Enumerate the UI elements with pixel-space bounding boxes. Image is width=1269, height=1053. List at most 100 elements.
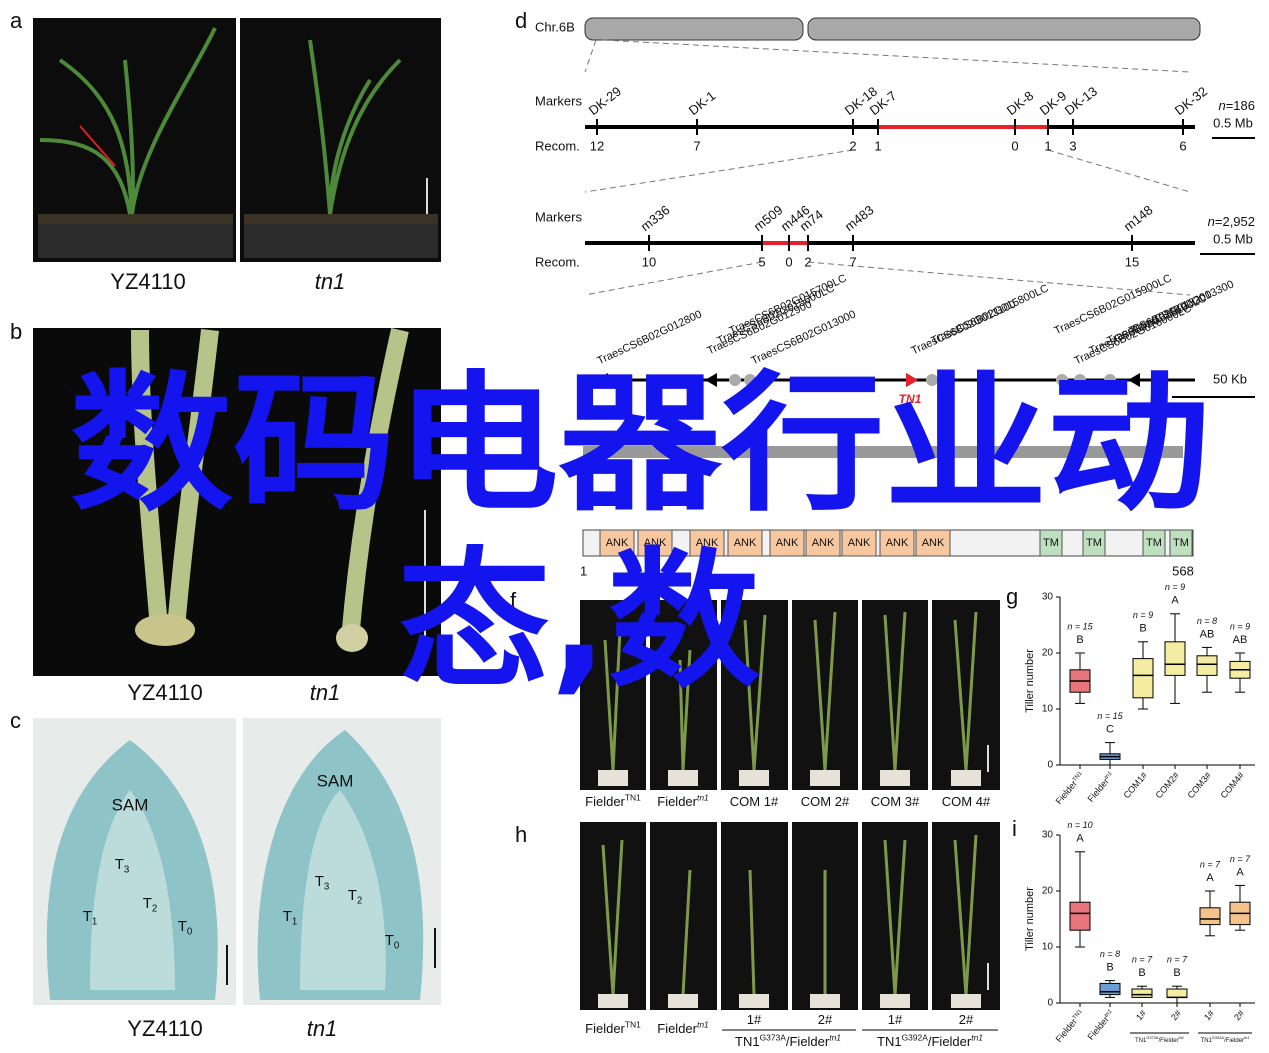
text-part: n [1218, 98, 1225, 113]
domain-label: ANK [848, 537, 871, 549]
tiller-label: T1 [283, 908, 298, 927]
y-tick-label: 10 [1042, 704, 1054, 715]
text-part: TN1 [1072, 770, 1084, 782]
photo-caption: Fieldertn1 [657, 793, 708, 810]
text-part: /Fielder [1159, 1038, 1179, 1044]
text-part: 3 [324, 881, 329, 892]
domain-label: TM [1043, 537, 1059, 549]
x-tick-label: COM4# [1219, 770, 1247, 800]
marker-name: DK-13 [1062, 84, 1100, 119]
significance-letter: A [1076, 833, 1084, 845]
domain [769, 529, 805, 557]
tiller-label: T3 [315, 873, 330, 892]
domain-label: TM [1086, 537, 1102, 549]
text-part: tn1 [1103, 770, 1113, 780]
marker-name: DK-29 [586, 84, 624, 119]
protein-end: 568 [1172, 563, 1194, 578]
gene-name: TraesCS6B02G015800LC [929, 282, 1050, 347]
y-axis-label: Tiller number [1024, 649, 1036, 713]
text-part: COM2# [1154, 770, 1182, 800]
x-tick-label: FielderTN1 [1054, 770, 1086, 806]
panel-label: a [10, 8, 23, 33]
text-part: Fielder [657, 1021, 697, 1036]
text-part: TN1 [1201, 1038, 1213, 1044]
domain-label: ANK [922, 537, 945, 549]
photo-f [580, 600, 1000, 790]
text-part: tn1 [307, 1016, 338, 1041]
photo-caption: COM 1# [730, 794, 779, 809]
text-part: G373A [760, 1033, 787, 1043]
significance-letter: B [1173, 967, 1180, 979]
photo-b [33, 328, 441, 676]
panel-label: h [515, 822, 527, 847]
group-label: TN1G392A/Fieldertn1 [877, 1033, 983, 1050]
recom-value: 1 [1044, 138, 1051, 153]
sample-size: n = 9 [1165, 582, 1185, 592]
panel-label: f [510, 588, 517, 613]
x-tick-label: 1# [1134, 1008, 1148, 1022]
y-tick-label: 30 [1042, 592, 1054, 603]
text-part: COM 3# [871, 794, 920, 809]
significance-letter: A [1206, 872, 1214, 884]
text-part: tn1 [697, 793, 709, 803]
text-part: /Fielder [928, 1034, 972, 1049]
domain [805, 529, 841, 557]
recom-value: 0 [785, 254, 792, 269]
domain [1082, 529, 1106, 557]
text-part: 1# [747, 1012, 762, 1027]
sample-size: n = 8 [1100, 949, 1120, 959]
domain [1039, 529, 1063, 557]
text-part: TN1 [625, 793, 641, 803]
marker-name: m148 [1121, 202, 1156, 234]
group-label: TN1G373A/Fieldertn1 [1135, 1035, 1184, 1044]
text-part: YZ4110 [110, 269, 185, 294]
panel-label: c [10, 708, 21, 733]
watermark: 态,数 [398, 535, 760, 709]
domain-label: TM [1146, 537, 1162, 549]
sample-size: n = 7 [1200, 859, 1221, 869]
text-part: TN1 [877, 1034, 902, 1049]
photo-caption: YZ4110 [127, 680, 202, 705]
significance-letter: A [1236, 866, 1244, 878]
significance-letter: B [1076, 634, 1083, 646]
x-tick-label: COM2# [1154, 770, 1182, 800]
recom-value: 7 [849, 254, 856, 269]
recom-value: 15 [1125, 254, 1139, 269]
domain-label: TM [1173, 537, 1189, 549]
marker-name: DK-8 [1004, 88, 1037, 118]
domain-label: ANK [734, 537, 757, 549]
text-part: G392A [1212, 1035, 1225, 1040]
recom-value: 2 [804, 254, 811, 269]
text-part: tn1 [971, 1033, 983, 1043]
text-part: 1 [292, 916, 297, 927]
text-part: tn1 [829, 1033, 841, 1043]
text-part: YZ4110 [127, 680, 202, 705]
x-tick-label: Fieldertn1 [1086, 770, 1117, 804]
text-part: COM 1# [730, 794, 779, 809]
significance-letter: B [1139, 623, 1146, 635]
text-part: 3 [124, 864, 129, 875]
axis-label: Markers [535, 209, 582, 224]
box [1196, 655, 1218, 676]
y-axis-label: Tiller number [1024, 887, 1036, 951]
protein-start: 1 [580, 563, 587, 578]
box [1164, 641, 1186, 676]
recom-value: 5 [758, 254, 765, 269]
text-part: 1# [1134, 1008, 1148, 1022]
domain [727, 529, 763, 557]
sample-size: n = 9 [1230, 621, 1250, 631]
text-part: Fielder [585, 794, 625, 809]
text-part: tn1 [1244, 1035, 1249, 1040]
y-tick-label: 0 [1047, 998, 1053, 1009]
text-part: T [83, 908, 92, 925]
x-tick-label: COM3# [1186, 770, 1214, 800]
recom-value: 1 [874, 138, 881, 153]
domain [689, 529, 725, 557]
text-part: =2,952 [1215, 214, 1255, 229]
text-part: tn1 [310, 680, 341, 705]
photo-h [580, 822, 1000, 1010]
scale-label: 50 Kb [1213, 371, 1247, 386]
text-part: T [385, 932, 394, 949]
annotation: SAM [317, 771, 354, 790]
